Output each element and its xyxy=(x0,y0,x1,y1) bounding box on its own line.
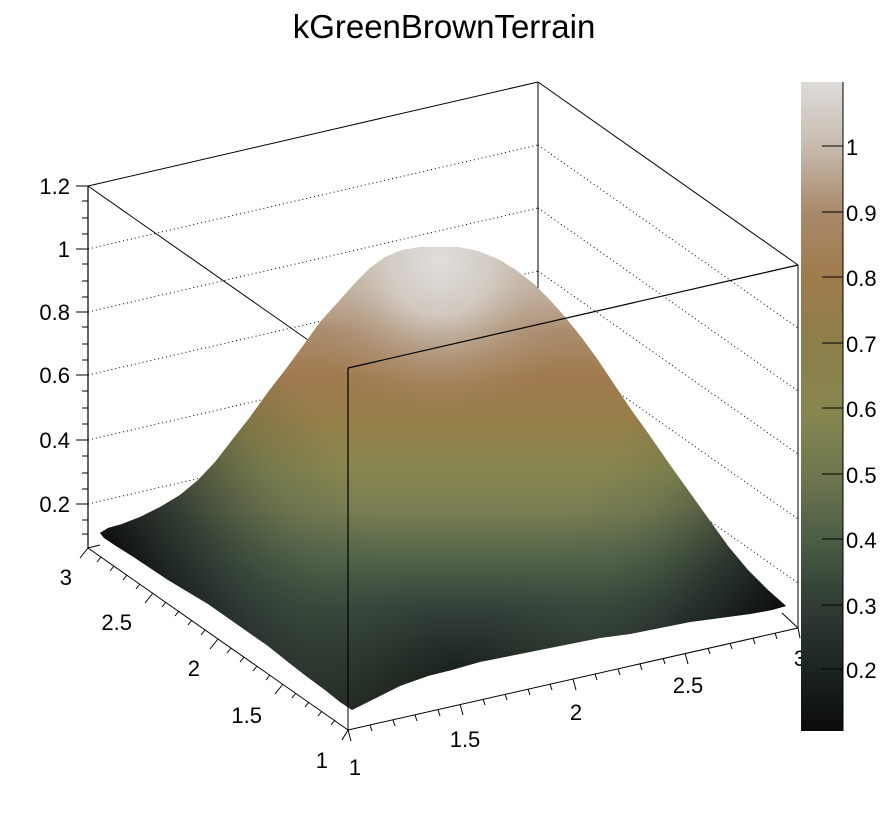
palette-tick-label: 0.7 xyxy=(846,332,877,357)
y-tick-label: 2.5 xyxy=(101,610,132,635)
y-tick-label: 2 xyxy=(188,656,200,681)
surface xyxy=(100,247,786,710)
color-palette: 1 0.9 0.8 0.7 0.6 0.5 0.4 0.3 0.2 xyxy=(801,82,877,731)
palette-tick-label: 0.8 xyxy=(846,266,877,291)
chart-title: kGreenBrownTerrain xyxy=(292,8,596,45)
palette-tick-label: 1 xyxy=(846,135,858,160)
z-tick-label: 0.2 xyxy=(39,492,70,517)
z-tick-label: 0.4 xyxy=(39,428,70,453)
palette-tick-label: 0.6 xyxy=(846,397,877,422)
y-axis-labels: 3 2.5 2 1.5 1 xyxy=(60,565,328,773)
palette-tick-label: 0.9 xyxy=(846,201,877,226)
x-tick-label: 1 xyxy=(349,755,361,780)
x-axis-ticks xyxy=(347,627,801,742)
x-tick-label: 2.5 xyxy=(673,673,704,698)
z-tick-label: 0.8 xyxy=(39,300,70,325)
z-tick-label: 0.6 xyxy=(39,363,70,388)
grid-lines xyxy=(87,144,799,584)
x-tick-label: 1.5 xyxy=(450,727,481,752)
x-tick-label: 2 xyxy=(570,700,582,725)
palette-tick-label: 0.3 xyxy=(846,594,877,619)
y-tick-label: 3 xyxy=(60,565,72,590)
y-tick-label: 1 xyxy=(316,748,328,773)
palette-tick-label: 0.5 xyxy=(846,463,877,488)
z-axis-labels: 1.2 1 0.8 0.6 0.4 0.2 xyxy=(39,174,70,517)
z-tick-label: 1 xyxy=(58,237,70,262)
palette-tick-label: 0.2 xyxy=(846,658,877,683)
y-axis-ticks xyxy=(79,547,349,741)
axis-box-back xyxy=(87,81,799,628)
y-tick-label: 1.5 xyxy=(231,703,262,728)
z-tick-label: 1.2 xyxy=(39,174,70,199)
x-axis-labels: 1 1.5 2 2.5 3 xyxy=(349,646,806,780)
z-axis xyxy=(76,185,88,535)
palette-tick-label: 0.4 xyxy=(846,528,877,553)
palette-ticks xyxy=(822,145,843,670)
